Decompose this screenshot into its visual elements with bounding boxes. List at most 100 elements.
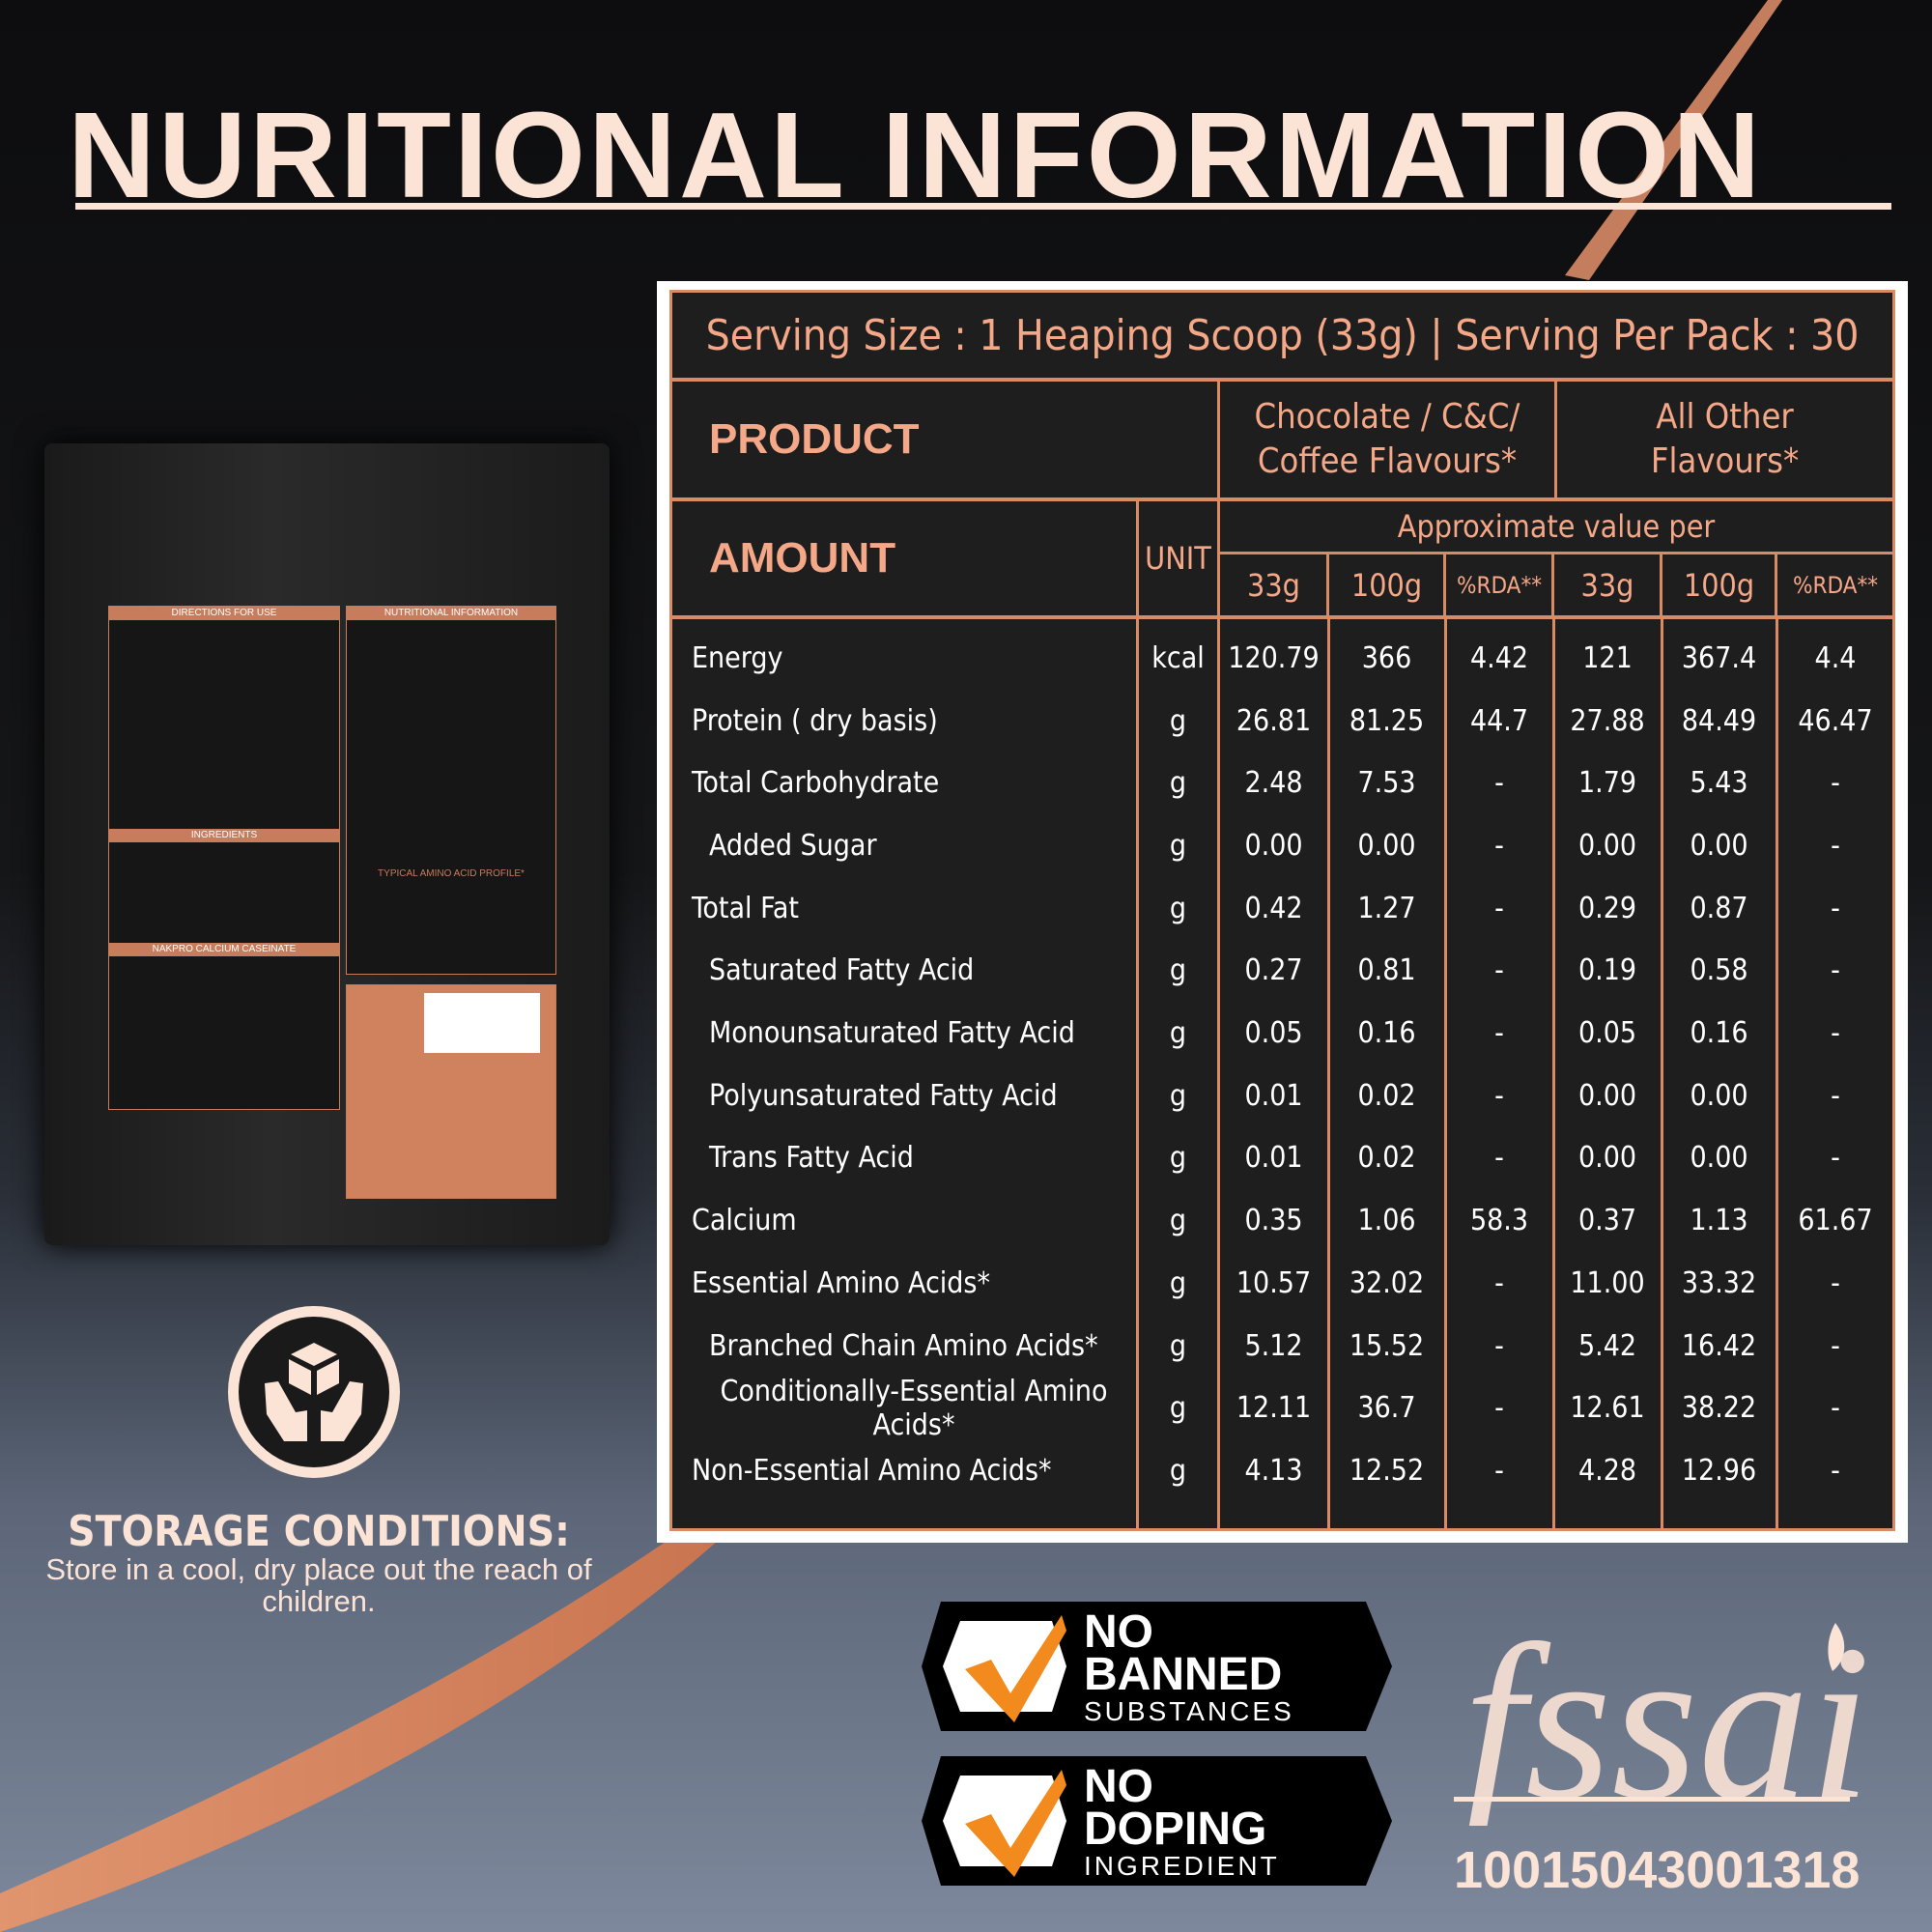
row-value: 0.19 [1577, 953, 1637, 988]
hands-box-icon [228, 1306, 400, 1478]
row-value: 0.58 [1690, 953, 1748, 988]
row-value: 12.96 [1681, 1453, 1757, 1488]
row-value: 0.01 [1244, 1078, 1303, 1113]
row-value: 4.28 [1577, 1453, 1637, 1488]
row-value: 1.06 [1357, 1204, 1416, 1238]
row-value: 58.3 [1469, 1204, 1529, 1238]
row-value: 12.52 [1349, 1453, 1425, 1488]
row-label: Conditionally-Essential Amino Acids* [720, 1374, 1108, 1442]
row-unit: g [1169, 828, 1187, 863]
row-value: - [1831, 1141, 1840, 1176]
row-value: - [1831, 1453, 1840, 1488]
row-value: 0.00 [1244, 828, 1303, 863]
row-value: 4.13 [1244, 1453, 1303, 1488]
row-value: 11.00 [1570, 1265, 1645, 1300]
row-value: 0.00 [1690, 1141, 1748, 1176]
row-value: 4.42 [1469, 640, 1529, 675]
row-value: 12.11 [1236, 1391, 1312, 1426]
row-value: 38.22 [1681, 1391, 1757, 1426]
sub-header-1: 100g [1350, 566, 1423, 604]
title-underline [75, 203, 1891, 210]
row-unit: g [1169, 1016, 1187, 1051]
sub-header-5: %RDA** [1792, 571, 1879, 599]
row-value: 0.00 [1357, 828, 1416, 863]
row-value: - [1494, 1141, 1504, 1176]
row-value: - [1831, 1391, 1840, 1426]
row-label: Branched Chain Amino Acids* [709, 1328, 1098, 1363]
row-value: 0.37 [1577, 1204, 1637, 1238]
amount-label: AMOUNT [709, 534, 896, 582]
row-value: - [1831, 1265, 1840, 1300]
row-value: - [1831, 766, 1840, 801]
page-title: NURITIONAL INFORMATION [68, 87, 1764, 223]
row-label: Non-Essential Amino Acids* [692, 1453, 1052, 1488]
row-label: Total Carbohydrate [692, 766, 940, 801]
row-value: 0.29 [1577, 891, 1637, 925]
row-unit: g [1169, 766, 1187, 801]
row-value: - [1831, 953, 1840, 988]
row-value: 44.7 [1469, 703, 1529, 738]
row-value: - [1831, 1016, 1840, 1051]
row-value: - [1494, 1328, 1504, 1363]
row-value: 61.67 [1798, 1204, 1873, 1238]
row-value: - [1831, 1328, 1840, 1363]
sub-header-2: %RDA** [1456, 571, 1543, 599]
row-value: 367.4 [1681, 640, 1757, 675]
row-value: 4.4 [1814, 640, 1857, 675]
row-label: Monounsaturated Fatty Acid [709, 1016, 1075, 1051]
row-unit: kcal [1151, 640, 1205, 675]
row-value: 120.79 [1228, 640, 1320, 675]
row-value: 5.43 [1690, 766, 1748, 801]
row-value: 5.42 [1577, 1328, 1637, 1363]
no-banned-substances-badge: NO BANNED SUBSTANCES [922, 1602, 1392, 1731]
row-label: Trans Fatty Acid [709, 1141, 914, 1176]
row-value: - [1494, 1078, 1504, 1113]
row-value: 0.00 [1690, 828, 1748, 863]
flavour-1-header: Chocolate / C&C/ Coffee Flavours* [1254, 397, 1520, 481]
row-value: 32.02 [1349, 1265, 1425, 1300]
row-value: 7.53 [1357, 766, 1416, 801]
row-value: - [1494, 766, 1504, 801]
row-value: 26.81 [1236, 703, 1312, 738]
pack-panel-left: DIRECTIONS FOR USE INGREDIENTS NAKPRO CA… [108, 606, 340, 1110]
row-value: - [1494, 828, 1504, 863]
row-value: 1.79 [1577, 766, 1637, 801]
serving-size: Serving Size : 1 Heaping Scoop (33g) | S… [705, 310, 1860, 360]
pack-heading: DIRECTIONS FOR USE [109, 607, 339, 620]
row-value: 5.12 [1244, 1328, 1303, 1363]
row-value: 16.42 [1681, 1328, 1757, 1363]
check-icon [922, 1756, 1392, 1886]
flavour-2-header: All Other Flavours* [1650, 397, 1800, 481]
check-icon [922, 1602, 1392, 1731]
row-value: 366 [1361, 640, 1412, 675]
row-value: - [1494, 891, 1504, 925]
row-unit: g [1169, 1078, 1187, 1113]
approx-value-header: Approximate value per [1397, 508, 1716, 545]
row-unit: g [1169, 1391, 1187, 1426]
row-value: 46.47 [1798, 703, 1873, 738]
row-label: Protein ( dry basis) [692, 703, 938, 738]
row-value: 0.42 [1244, 891, 1303, 925]
row-label: Added Sugar [709, 828, 877, 863]
row-value: - [1494, 953, 1504, 988]
row-label: Polyunsaturated Fatty Acid [709, 1078, 1058, 1113]
row-label: Total Fat [692, 891, 799, 925]
fssai-logo: fssai [1454, 1604, 1871, 1826]
row-value: 36.7 [1357, 1391, 1416, 1426]
fssai-logo-text: fssai [1463, 1604, 1871, 1826]
sub-header-0: 33g [1247, 566, 1300, 604]
badge-line3: SUBSTANCES [1084, 1696, 1294, 1726]
badge-line1: NO [1084, 1606, 1153, 1658]
badge-line3: INGREDIENT [1084, 1851, 1280, 1881]
row-value: 0.05 [1577, 1016, 1637, 1051]
row-unit: g [1169, 1328, 1187, 1363]
row-value: - [1831, 1078, 1840, 1113]
no-doping-ingredient-badge: NO DOPING INGREDIENT [922, 1756, 1392, 1886]
row-value: 0.16 [1690, 1016, 1748, 1051]
row-value: - [1831, 891, 1840, 925]
row-label: Saturated Fatty Acid [709, 953, 975, 988]
row-value: 0.02 [1357, 1141, 1416, 1176]
row-value: 121 [1582, 640, 1633, 675]
nutrition-table: Serving Size : 1 Heaping Scoop (33g) | S… [669, 290, 1895, 1531]
